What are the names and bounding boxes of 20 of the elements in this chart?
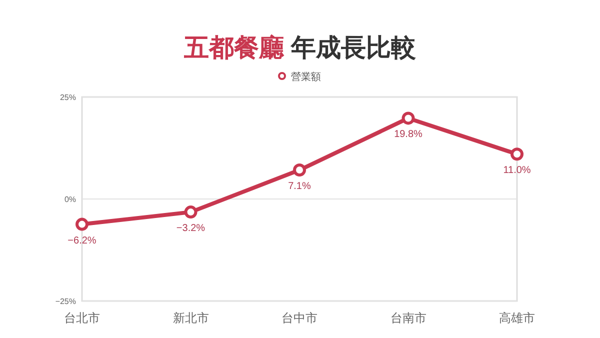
x-tick-label: 台南市	[390, 311, 426, 325]
point	[510, 148, 524, 161]
chart-title: 五都餐廳 年成長比較	[183, 34, 417, 62]
x-tick-label: 台北市	[64, 311, 100, 325]
legend-label: 營業額	[291, 71, 321, 83]
point	[184, 206, 198, 219]
y-tick-label: 25%	[60, 93, 76, 102]
y-tick-label: 0%	[64, 195, 76, 204]
x-tick-label: 台中市	[282, 311, 318, 325]
data-label: 11.0%	[503, 165, 531, 176]
data-label: −3.2%	[176, 223, 206, 234]
x-tick-label: 高雄市	[499, 311, 535, 325]
y-tick-label: −25%	[55, 297, 76, 306]
point	[402, 112, 415, 125]
point	[293, 164, 306, 177]
data-label: 7.1%	[288, 181, 312, 192]
data-label: −6.2%	[68, 235, 96, 246]
point	[76, 218, 88, 231]
data-label: 19.8%	[394, 129, 423, 140]
x-tick-label: 新北市	[172, 311, 209, 325]
